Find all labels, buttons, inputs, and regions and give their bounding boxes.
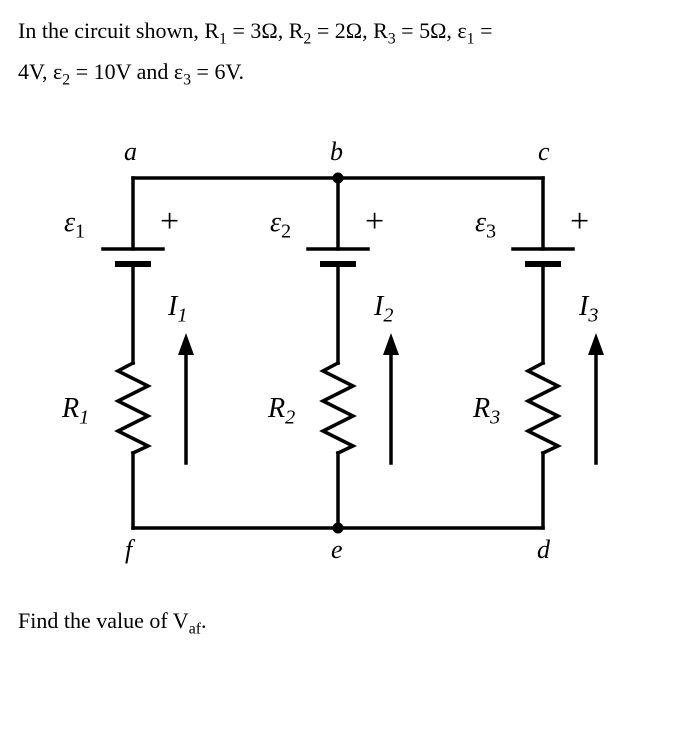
problem-line1-text: In the circuit shown, R — [18, 18, 219, 43]
problem-statement: In the circuit shown, R1 = 3Ω, R2 = 2Ω, … — [18, 12, 665, 95]
emf3-plus: + — [570, 203, 589, 241]
current3-label: I3 — [579, 291, 598, 328]
circuit-diagram: a b c f e d ε1 + ε2 + ε3 + R1 R2 R3 I1 I… — [68, 133, 628, 573]
resistor1-label: R1 — [62, 393, 89, 430]
emf2-label: ε2 — [270, 207, 291, 244]
current1-label: I1 — [168, 291, 187, 328]
question: Find the value of Vaf. — [18, 603, 665, 642]
current2-label: I2 — [374, 291, 393, 328]
node-c: c — [538, 137, 550, 167]
emf2-plus: + — [365, 203, 384, 241]
node-e: e — [331, 535, 343, 565]
node-f: f — [125, 535, 132, 565]
emf3-label: ε3 — [475, 207, 496, 244]
node-b: b — [330, 137, 343, 167]
node-d: d — [537, 535, 550, 565]
emf1-label: ε1 — [64, 207, 85, 244]
node-a: a — [124, 137, 137, 167]
resistor3-label: R3 — [473, 393, 500, 430]
emf1-plus: + — [160, 203, 179, 241]
circuit-svg — [68, 133, 628, 573]
resistor2-label: R2 — [268, 393, 295, 430]
